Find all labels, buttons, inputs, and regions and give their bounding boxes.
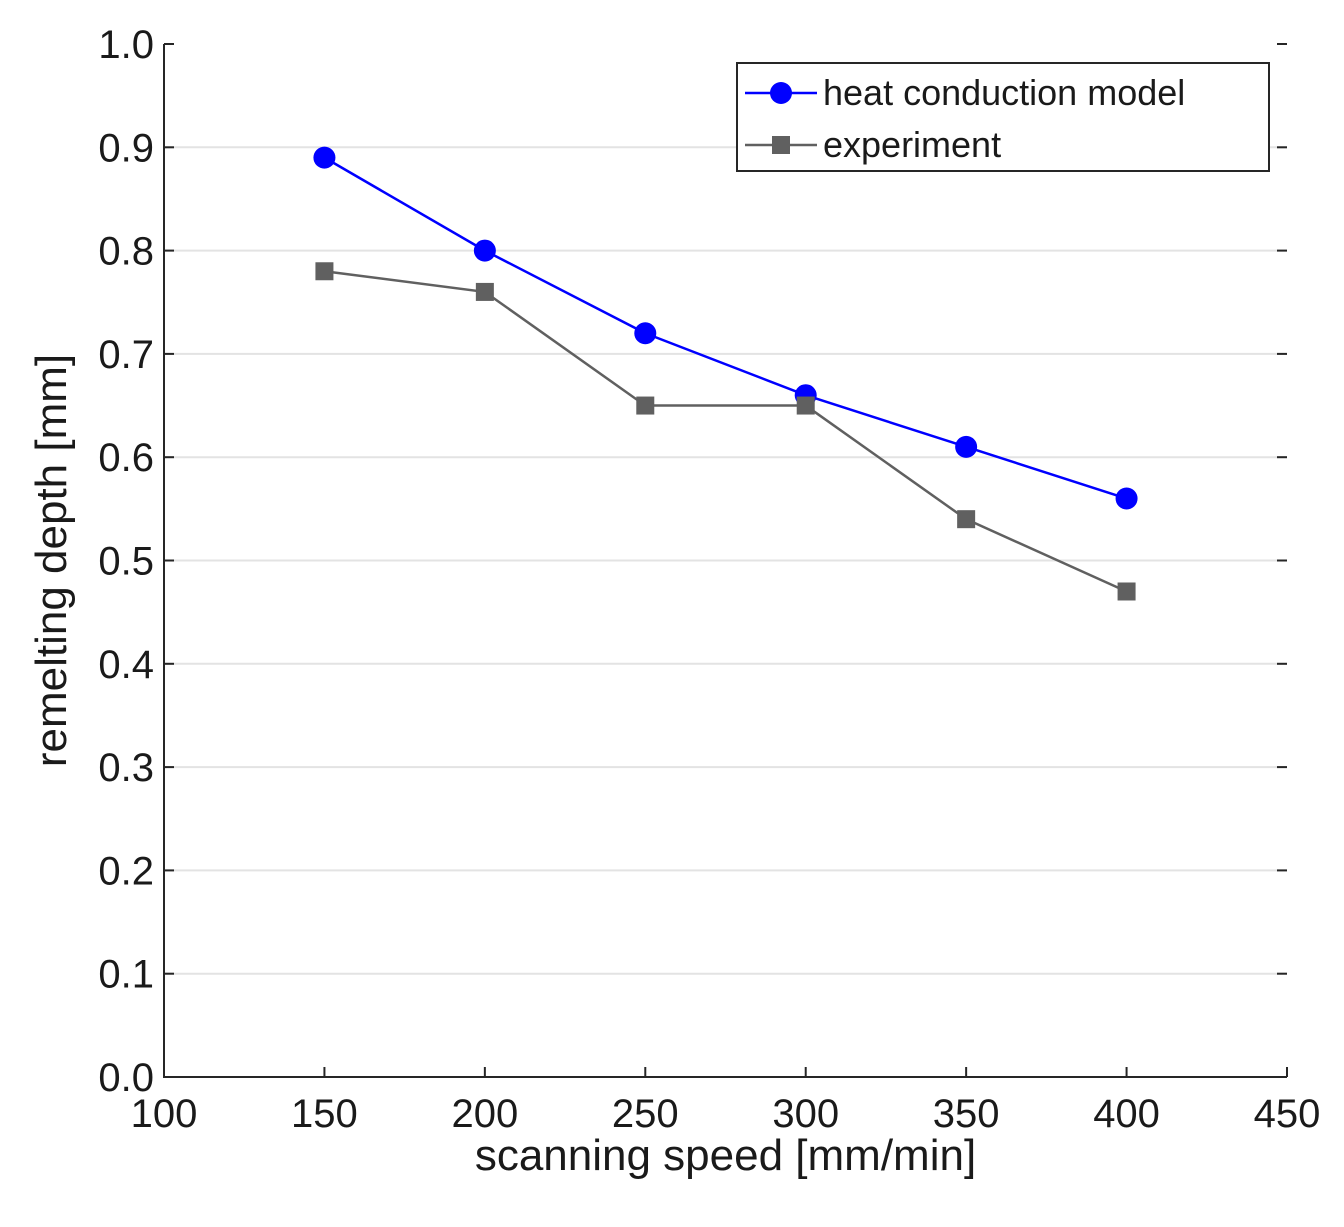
legend-item-heat-conduction-model: heat conduction model xyxy=(745,72,1185,113)
legend-marker xyxy=(772,136,790,154)
y-tick-label: 0.2 xyxy=(98,849,154,893)
legend-item-experiment: experiment xyxy=(745,124,1001,165)
data-point-heat-conduction-model xyxy=(473,239,496,262)
y-tick-label: 0.9 xyxy=(98,126,154,170)
x-tick-label: 150 xyxy=(291,1092,358,1136)
data-point-experiment xyxy=(1117,582,1136,601)
data-point-heat-conduction-model xyxy=(955,435,978,458)
data-point-experiment xyxy=(796,396,815,415)
x-tick-label: 450 xyxy=(1254,1092,1321,1136)
data-point-heat-conduction-model xyxy=(1115,487,1138,510)
grid xyxy=(164,146,1287,975)
series-line-heat-conduction-model xyxy=(323,156,1127,500)
y-tick-label: 0.6 xyxy=(98,436,154,480)
x-tick-label: 300 xyxy=(772,1092,839,1136)
legend-label: experiment xyxy=(823,124,1001,165)
y-axis-title: remelting depth [mm] xyxy=(27,354,76,767)
y-tick-label: 0.3 xyxy=(98,746,154,790)
data-point-heat-conduction-model xyxy=(313,146,336,169)
legend: heat conduction model experiment xyxy=(736,62,1270,172)
data-point-heat-conduction-model xyxy=(634,322,657,345)
x-tick-label: 400 xyxy=(1093,1092,1160,1136)
y-tick-label: 0.4 xyxy=(98,643,154,687)
x-tick-label: 100 xyxy=(131,1092,198,1136)
y-tick-label: 0.0 xyxy=(98,1056,154,1100)
data-point-experiment xyxy=(636,396,655,415)
series-line-experiment xyxy=(324,270,1128,593)
ticks: 0.0 0.1 0.2 0.3 0.4 0.5 0.6 0.7 0.8 0.9 1.0 100 150 2… xyxy=(98,23,1320,1136)
series-experiment xyxy=(315,262,1136,601)
data-point-experiment xyxy=(315,262,334,281)
y-tick-label: 0.7 xyxy=(98,333,154,377)
series xyxy=(313,146,1138,601)
legend-box xyxy=(736,62,1270,172)
x-tick-label: 200 xyxy=(451,1092,518,1136)
data-point-experiment xyxy=(957,510,976,529)
y-tick-label: 0.8 xyxy=(98,230,154,274)
y-tick-label: 0.5 xyxy=(98,540,154,584)
series-heat-conduction-model xyxy=(313,146,1138,510)
x-tick-label: 350 xyxy=(933,1092,1000,1136)
y-tick-label: 1.0 xyxy=(98,23,154,67)
data-point-experiment xyxy=(475,282,494,301)
y-tick-label: 0.1 xyxy=(98,953,154,997)
legend-marker xyxy=(770,82,792,104)
x-axis-title: scanning speed [mm/min] xyxy=(475,1131,976,1180)
x-tick-label: 250 xyxy=(612,1092,679,1136)
legend-label: heat conduction model xyxy=(823,72,1185,113)
